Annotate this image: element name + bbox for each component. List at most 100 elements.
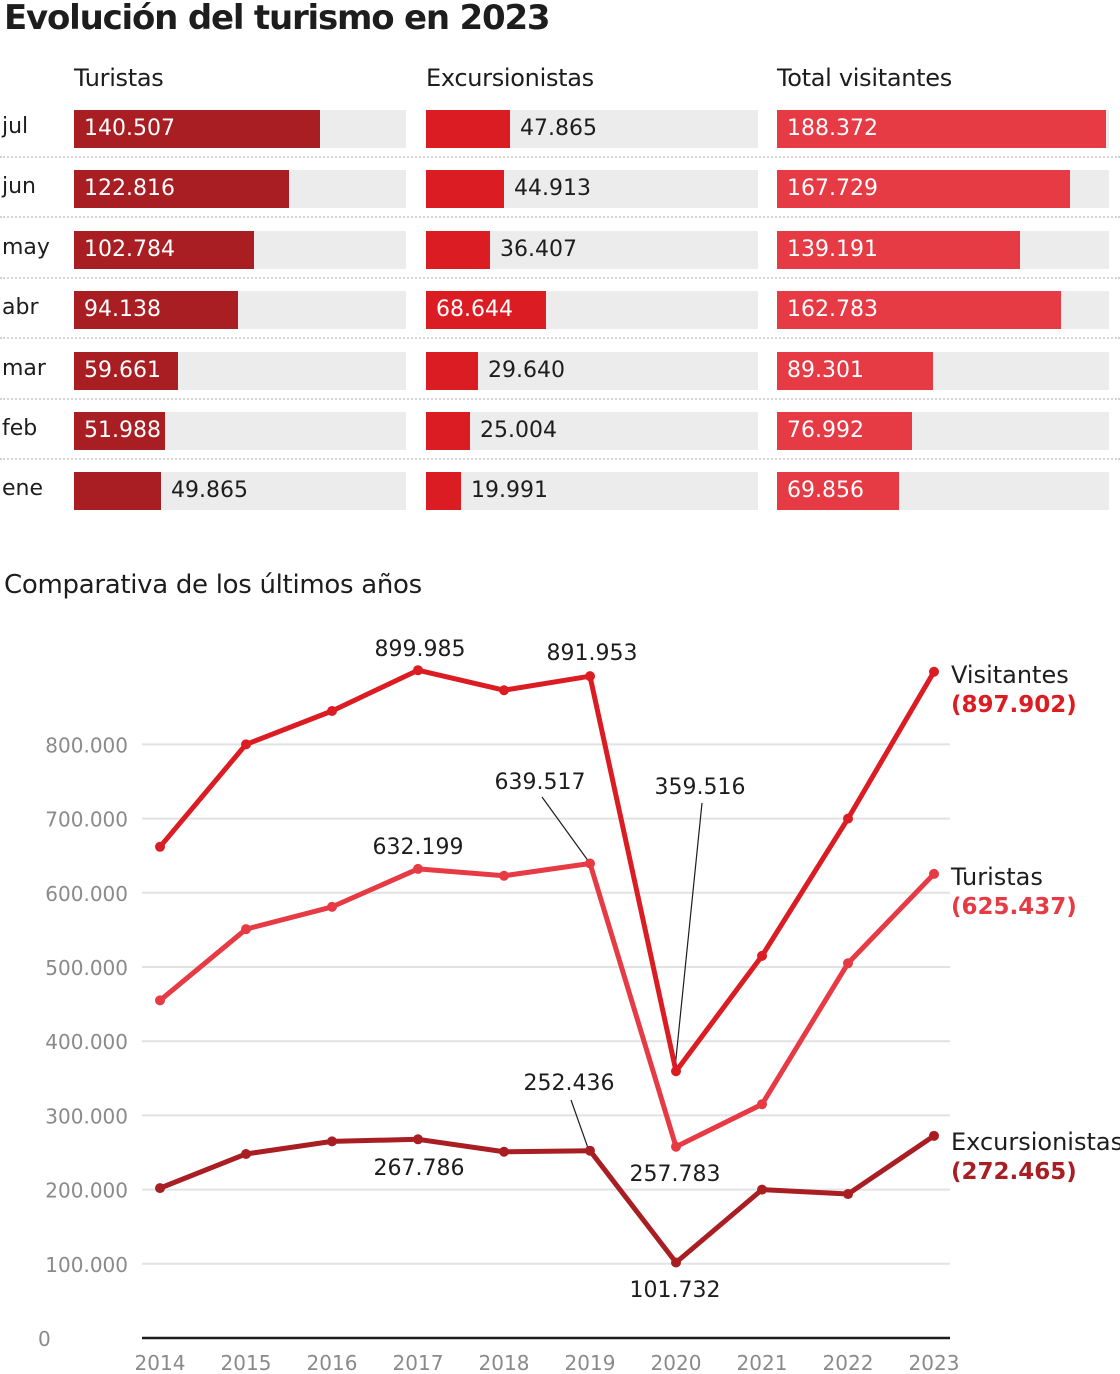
row-separator [0, 337, 1120, 340]
point-turistas [413, 863, 423, 874]
data-label: 257.783 [630, 1162, 721, 1187]
y-tick-label: 700.000 [45, 808, 128, 832]
bar-value-label: 51.988 [84, 418, 161, 443]
bar-excursionistas [426, 230, 490, 269]
point-turistas [499, 870, 509, 881]
bar-track: 89.301 [777, 351, 1109, 390]
bar-total-visitantes [777, 230, 1020, 269]
bar-value-label: 19.991 [471, 478, 548, 504]
x-tick-label: 2023 [909, 1351, 960, 1374]
bar-total-visitantes [777, 412, 912, 450]
bar-turistas [74, 170, 289, 209]
bar-value-label: 89.301 [787, 357, 864, 383]
bar-total-visitantes [777, 472, 899, 511]
yearly-line-chart: 0 100.000 200.000 300.000 400.000 500.000 600.… [38, 637, 1120, 1374]
point-excursionistas [241, 1148, 251, 1159]
x-tick-label: 2019 [565, 1351, 616, 1374]
row-separator [0, 216, 1120, 219]
bar-value-label: 29.640 [488, 357, 565, 383]
x-tick-label: 2020 [651, 1351, 702, 1374]
bar-track: 29.640 [426, 351, 758, 390]
point-turistas [585, 858, 595, 869]
series-label: Excursionistas [951, 1128, 1120, 1156]
bar-turistas [74, 230, 254, 269]
point-visitantes [929, 666, 939, 677]
bar-track: 47.865 [426, 110, 758, 148]
point-visitantes [413, 665, 423, 676]
bar-value-label: 69.856 [787, 478, 864, 504]
x-tick-label: 2021 [737, 1351, 788, 1374]
data-label: 899.985 [375, 637, 466, 662]
point-visitantes [671, 1066, 681, 1077]
bar-turistas [74, 291, 238, 330]
bar-value-label: 47.865 [520, 116, 597, 141]
bar-value-label: 44.913 [514, 176, 591, 202]
bar-value-label: 94.138 [84, 297, 161, 323]
data-label: 267.786 [374, 1156, 465, 1181]
bar-track: 44.913 [426, 170, 758, 209]
bar-excursionistas [426, 170, 504, 209]
data-label: 359.516 [655, 775, 746, 800]
point-visitantes [499, 685, 509, 696]
bar-track: 69.856 [777, 472, 1109, 511]
month-label: abr [2, 295, 39, 321]
bar-track: 68.644 [426, 291, 758, 330]
bar-excursionistas [426, 351, 478, 390]
point-visitantes [585, 671, 595, 682]
series-end-value: (625.437) [951, 894, 1077, 920]
bar-track: 167.729 [777, 170, 1109, 209]
point-turistas [327, 901, 337, 912]
bar-total-visitantes [777, 291, 1061, 330]
bar-track: 19.991 [426, 472, 758, 511]
x-tick-label: 2014 [135, 1351, 186, 1374]
point-excursionistas [929, 1130, 939, 1141]
bar-track: 122.816 [74, 170, 406, 209]
bar-turistas [74, 472, 161, 511]
data-label: 632.199 [373, 835, 464, 860]
point-excursionistas [499, 1146, 509, 1157]
row-separator [0, 458, 1120, 460]
y-tick-label: 800.000 [45, 733, 128, 757]
row-separator [0, 276, 1120, 279]
point-visitantes [757, 950, 767, 961]
annotation-leader-line [570, 1099, 589, 1149]
y-tick-label: 400.000 [45, 1030, 128, 1054]
bar-value-label: 76.992 [787, 418, 864, 443]
page-title: Evolución del turismo en 2023 [4, 0, 551, 38]
month-label: ene [2, 476, 44, 502]
series-end-value: (272.465) [951, 1159, 1077, 1185]
point-excursionistas [843, 1189, 853, 1200]
point-excursionistas [585, 1145, 595, 1156]
bar-track: 162.783 [777, 291, 1109, 330]
month-label: mar [2, 355, 46, 381]
bar-excursionistas [426, 291, 546, 330]
bar-track: 102.784 [74, 230, 406, 269]
x-tick-label: 2016 [307, 1351, 358, 1374]
bar-track: 51.988 [74, 412, 406, 450]
point-visitantes [843, 813, 853, 824]
x-tick-label: 2015 [221, 1351, 272, 1374]
column-header-0: Turistas [74, 64, 164, 92]
bar-turistas [74, 412, 165, 450]
month-label: feb [2, 416, 38, 441]
x-tick-label: 2022 [823, 1351, 874, 1374]
data-label: 101.732 [630, 1278, 721, 1303]
point-turistas [671, 1141, 681, 1152]
data-label: 639.517 [495, 770, 586, 795]
bar-excursionistas [426, 110, 510, 148]
point-turistas [757, 1099, 767, 1110]
point-excursionistas [327, 1136, 337, 1147]
bar-track: 188.372 [777, 110, 1109, 148]
bar-total-visitantes [777, 110, 1106, 148]
bar-total-visitantes [777, 170, 1070, 209]
bar-track: 76.992 [777, 412, 1109, 450]
series-end-value: (897.902) [951, 692, 1077, 718]
bar-track: 59.661 [74, 351, 406, 390]
line-excursionistas [157, 1133, 937, 1266]
point-visitantes [155, 841, 165, 852]
point-turistas [241, 924, 251, 935]
bar-value-label: 49.865 [171, 478, 248, 504]
bar-value-label: 167.729 [787, 176, 878, 202]
point-turistas [155, 995, 165, 1006]
y-tick-label: 500.000 [45, 956, 128, 980]
